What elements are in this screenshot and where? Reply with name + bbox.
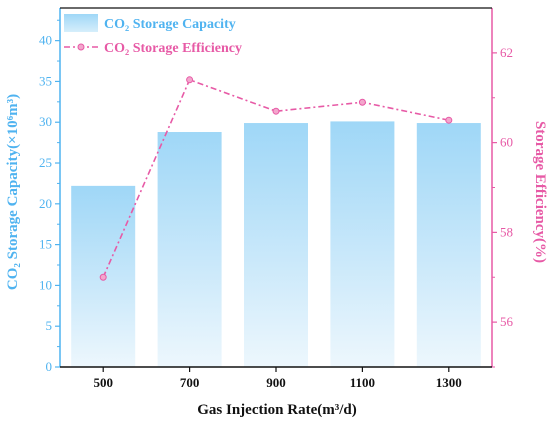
- right-tick-label: 58: [500, 224, 513, 239]
- right-tick-label: 56: [500, 314, 514, 329]
- efficiency-line: [102, 78, 449, 278]
- left-tick-label: 30: [39, 114, 52, 129]
- bar-700: [157, 132, 222, 367]
- left-tick-label: 35: [39, 73, 52, 88]
- right-axis-title: Storage Efficiency(%): [532, 121, 548, 263]
- x-axis-title: Gas Injection Rate(m³/d): [197, 402, 356, 418]
- efficiency-point-900: [272, 107, 280, 115]
- efficiency-point-500: [99, 273, 107, 281]
- bar-1100: [330, 121, 395, 367]
- left-axis-title: CO₂ Storage Capacity(×10⁶m³): [5, 94, 21, 290]
- x-tick-label-900: 900: [266, 375, 286, 390]
- x-tick-label-1300: 1300: [436, 375, 462, 390]
- left-tick-label: 15: [39, 237, 52, 252]
- bar-1300: [416, 123, 481, 367]
- legend-line-label: CO₂ Storage Efficiency: [104, 41, 242, 56]
- legend-bar-swatch: [64, 14, 98, 32]
- line-layer: [99, 76, 453, 281]
- x-tick-label-1100: 1100: [350, 375, 375, 390]
- legend-bar-label: CO₂ Storage Capacity: [104, 17, 236, 32]
- left-tick-label: 20: [39, 196, 52, 211]
- left-tick-label: 10: [39, 277, 52, 292]
- efficiency-point-1300: [445, 116, 453, 124]
- right-tick-label: 62: [500, 45, 513, 60]
- bars-layer: [71, 121, 481, 367]
- legend-line-marker: [77, 43, 85, 51]
- right-tick-label: 60: [500, 135, 513, 150]
- bar-900: [244, 123, 308, 367]
- x-tick-label-500: 500: [93, 375, 113, 390]
- left-tick-label: 40: [39, 33, 52, 48]
- efficiency-point-1100: [358, 98, 366, 106]
- legend: CO₂ Storage Capacity CO₂ Storage Efficie…: [64, 14, 242, 56]
- ticks-layer: 0 5 10 15 20 25 30 35 40 56 58 60 62 500 700 900 1100 130…: [39, 19, 514, 390]
- left-tick-label: 5: [46, 318, 53, 333]
- left-tick-label: 25: [39, 155, 52, 170]
- x-tick-label-700: 700: [180, 375, 200, 390]
- left-tick-label: 0: [46, 359, 53, 374]
- efficiency-point-700: [186, 76, 194, 84]
